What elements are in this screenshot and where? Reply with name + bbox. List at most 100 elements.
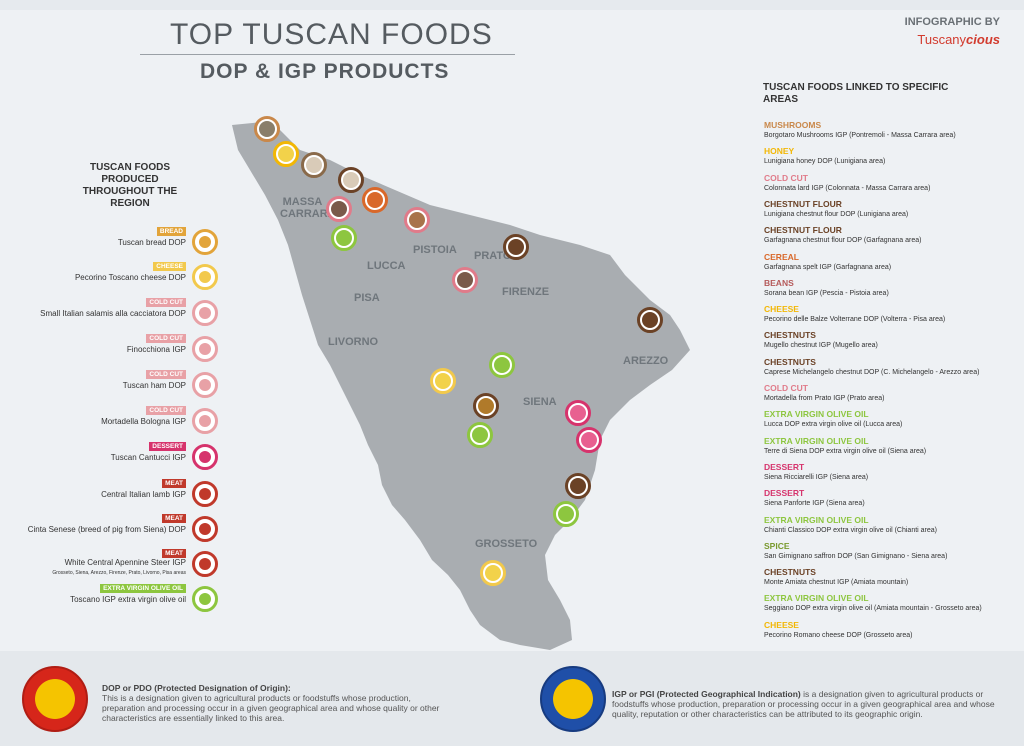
city-lucca: LUCCA [367,260,406,272]
product-name: Mortadella Bologna IGP [101,417,186,426]
right-list-item[interactable]: CHESTNUTS Mugello chestnut IGP (Mugello a… [764,330,1014,350]
category-label: EXTRA VIRGIN OLIVE OIL [764,435,869,446]
product-icon [192,551,218,577]
marker-olive-chianti[interactable] [489,352,515,378]
right-list-item[interactable]: EXTRA VIRGIN OLIVE OIL Chianti Classico D… [764,515,1014,535]
right-list-item[interactable]: DESSERT Siena Ricciarelli IGP (Siena area… [764,462,1014,482]
city-arezzo: AREZZO [623,355,669,367]
product-icon [192,336,218,362]
category-label: COLD CUT [764,172,808,183]
left-list-item[interactable]: CHEESE Pecorino Toscano cheese DOP [10,262,220,294]
category-label: CHEESE [764,619,799,630]
marker-mortadella-prato[interactable] [452,267,478,293]
product-name: Tuscan bread DOP [117,238,186,247]
right-list-item[interactable]: CHESTNUT FLOUR Lunigiana chestnut flour D… [764,199,1014,219]
marker-spelt[interactable] [362,187,388,213]
right-list-item[interactable]: MUSHROOMS Borgotaro Mushrooms IGP (Pontre… [764,120,1014,140]
marker-chestnuts-mugello[interactable] [503,234,529,260]
marker-cold-cut[interactable] [326,196,352,222]
category-label: CEREAL [764,251,799,262]
left-list-item[interactable]: DESSERT Tuscan Cantucci IGP [10,442,220,474]
right-list-item[interactable]: EXTRA VIRGIN OLIVE OIL Seggiano DOP extra… [764,593,1014,613]
left-list-item[interactable]: COLD CUT Small Italian salamis alla cacci… [10,298,220,330]
category-label: COLD CUT [764,383,808,393]
left-list-item[interactable]: COLD CUT Tuscan ham DOP [10,370,220,402]
left-list-item[interactable]: MEAT Cinta Senese (breed of pig from Sien… [10,514,220,546]
left-list-item[interactable]: COLD CUT Finocchiona IGP [10,334,220,366]
right-list-item[interactable]: CEREAL Garfagnana spelt IGP (Garfagnana a… [764,252,1014,272]
product-description: Terre di Siena DOP extra virgin olive oi… [764,447,927,455]
left-list-item[interactable]: COLD CUT Mortadella Bologna IGP [10,406,220,438]
credit-brand[interactable]: Tuscanycious [905,32,1000,47]
product-name: Central Italian lamb IGP [101,490,186,499]
marker-olive-seggiano[interactable] [553,501,579,527]
category-label: CHEESE [764,304,799,315]
marker-cheese-volterra[interactable] [430,368,456,394]
category-tag: EXTRA VIRGIN OLIVE OIL [100,584,186,593]
category-label: CHESTNUT FLOUR [764,225,842,236]
marker-olive-siena[interactable] [467,422,493,448]
left-list-item[interactable]: BREAD Tuscan bread DOP [10,227,220,259]
igp-seal-icon [540,666,606,732]
right-list-item[interactable]: SPICE San Gimignano saffron DOP (San Gimi… [764,541,1014,561]
marker-olive-lucca[interactable] [331,225,357,251]
product-icon [192,300,218,326]
category-label: SPICE [764,540,790,551]
marker-chestnuts-amiata[interactable] [565,473,591,499]
right-list-item[interactable]: COLD CUT Mortadella from Prato IGP (Prato… [764,383,1014,403]
footer: DOP or PDO (Protected Designation of Ori… [0,651,1024,746]
category-label: DESSERT [764,461,805,472]
category-label: CHESTNUT FLOUR [764,198,842,209]
product-icon [192,229,218,255]
product-description: Colonnata lard IGP (Colonnata - Massa Ca… [764,184,931,192]
marker-lard[interactable] [301,152,327,178]
product-name: White Central Apennine Steer IGP [64,558,186,567]
product-description: Borgotaro Mushrooms IGP (Pontremoli - Ma… [764,132,956,139]
category-tag: DESSERT [149,442,186,451]
igp-text: is a designation given to agricultural p… [612,689,995,719]
city-livorno: LIVORNO [328,336,379,348]
product-name: Tuscan ham DOP [122,381,186,390]
marker-saffron[interactable] [473,393,499,419]
right-list-item[interactable]: HONEY Lunigiana honey DOP (Lunigiana area… [764,146,1014,166]
right-list-item[interactable]: CHEESE Pecorino delle Balze Volterrane DO… [764,304,1014,324]
right-list-item[interactable]: EXTRA VIRGIN OLIVE OIL Lucca DOP extra vi… [764,409,1014,429]
product-description: Mugello chestnut IGP (Mugello area) [764,342,878,350]
marker-chestnut-flour-1[interactable] [338,167,364,193]
right-list-item[interactable]: DESSERT Siena Panforte IGP (Siena area) [764,488,1014,508]
left-list-item[interactable]: EXTRA VIRGIN OLIVE OIL Toscano IGP extra … [10,584,220,616]
category-label: CHESTNUTS [764,356,816,367]
product-description: Caprese Michelangelo chestnut DOP (C. Mi… [764,368,980,376]
tuscany-map [232,122,690,650]
marker-honey[interactable] [273,141,299,167]
right-list-item[interactable]: CHEESE Pecorino Romano cheese DOP (Grosse… [764,620,1014,640]
marker-panforte[interactable] [576,427,602,453]
right-list-item[interactable]: CHESTNUT FLOUR Garfagnana chestnut flour … [764,225,1014,245]
right-list-item[interactable]: CHESTNUTS Monte Amiata chestnut IGP (Amia… [764,567,1014,587]
product-name: Pecorino Toscano cheese DOP [74,273,186,282]
city-massa-carrara: MASSA CARRARA [280,196,336,220]
marker-cheese-grosseto[interactable] [480,560,506,586]
right-list-item[interactable]: EXTRA VIRGIN OLIVE OIL Terre di Siena DOP… [764,436,1014,456]
dop-description: DOP or PDO (Protected Designation of Ori… [102,683,452,723]
left-list-item[interactable]: MEAT Central Italian lamb IGP [10,479,220,511]
city-grosseto: GROSSETO [475,538,538,550]
category-tag: BREAD [156,227,186,236]
product-description: Lunigiana honey DOP (Lunigiana area) [764,158,886,166]
category-tag: COLD CUT [146,370,186,379]
marker-beans[interactable] [404,207,430,233]
right-list-item[interactable]: COLD CUT Colonnata lard IGP (Colonnata - … [764,173,1014,193]
marker-mushrooms[interactable] [254,116,280,142]
product-description: Garfagnana chestnut flour DOP (Garfagnan… [764,237,922,245]
marker-ricciarelli[interactable] [565,400,591,426]
product-icon [192,481,218,507]
category-tag: MEAT [162,549,186,558]
marker-chestnuts-arezzo[interactable] [637,307,663,333]
product-description: Lunigiana chestnut flour DOP (Lunigiana … [764,210,909,218]
right-list-item[interactable]: CHESTNUTS Caprese Michelangelo chestnut D… [764,357,1014,377]
category-label: EXTRA VIRGIN OLIVE OIL [764,409,869,420]
right-list-item[interactable]: BEANS Sorana bean IGP (Pescia - Pistoia a… [764,278,1014,298]
product-description: Seggiano DOP extra virgin olive oil (Ami… [764,605,982,613]
city-pisa: PISA [354,292,380,304]
left-list-item[interactable]: MEAT White Central Apennine Steer IGP Gros… [10,549,220,581]
